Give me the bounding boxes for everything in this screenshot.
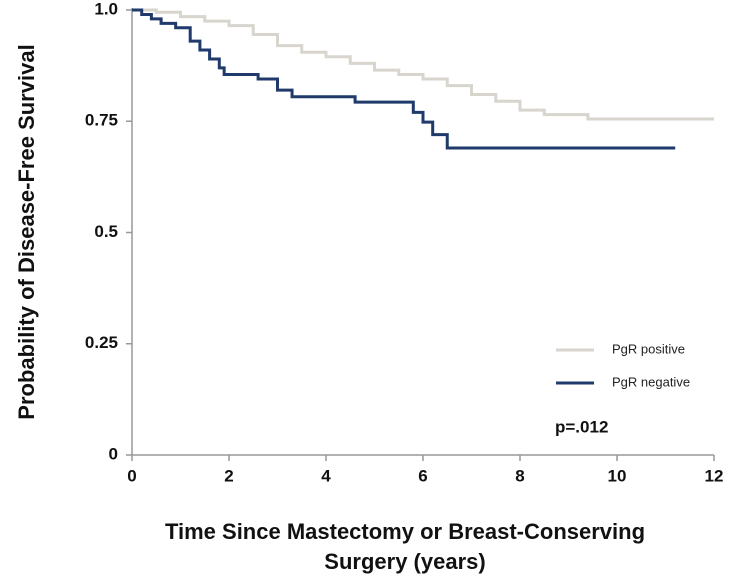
x-axis-title: Surgery (years): [324, 549, 485, 574]
x-axis-title: Time Since Mastectomy or Breast-Conservi…: [165, 519, 645, 544]
x-tick-label: 10: [608, 466, 627, 485]
x-tick-label: 6: [418, 466, 427, 485]
p-value: p=.012: [555, 417, 608, 436]
survival-curve: [132, 8, 676, 150]
legend-label: PgR negative: [612, 374, 690, 389]
x-tick-label: 4: [321, 466, 331, 485]
legend-label: PgR positive: [612, 341, 685, 356]
survival-curve: [132, 8, 714, 121]
x-tick-label: 12: [705, 466, 724, 485]
y-tick-label: 1.0: [94, 0, 118, 18]
y-tick-label: 0.75: [85, 111, 118, 130]
x-tick-label: 2: [224, 466, 233, 485]
y-tick-label: 0: [109, 444, 118, 463]
y-axis-title: Probability of Disease-Free Survival: [14, 44, 39, 419]
y-tick-label: 0.5: [94, 222, 118, 241]
x-tick-label: 8: [515, 466, 524, 485]
x-tick-label: 0: [127, 466, 136, 485]
y-tick-label: 0.25: [85, 333, 118, 352]
